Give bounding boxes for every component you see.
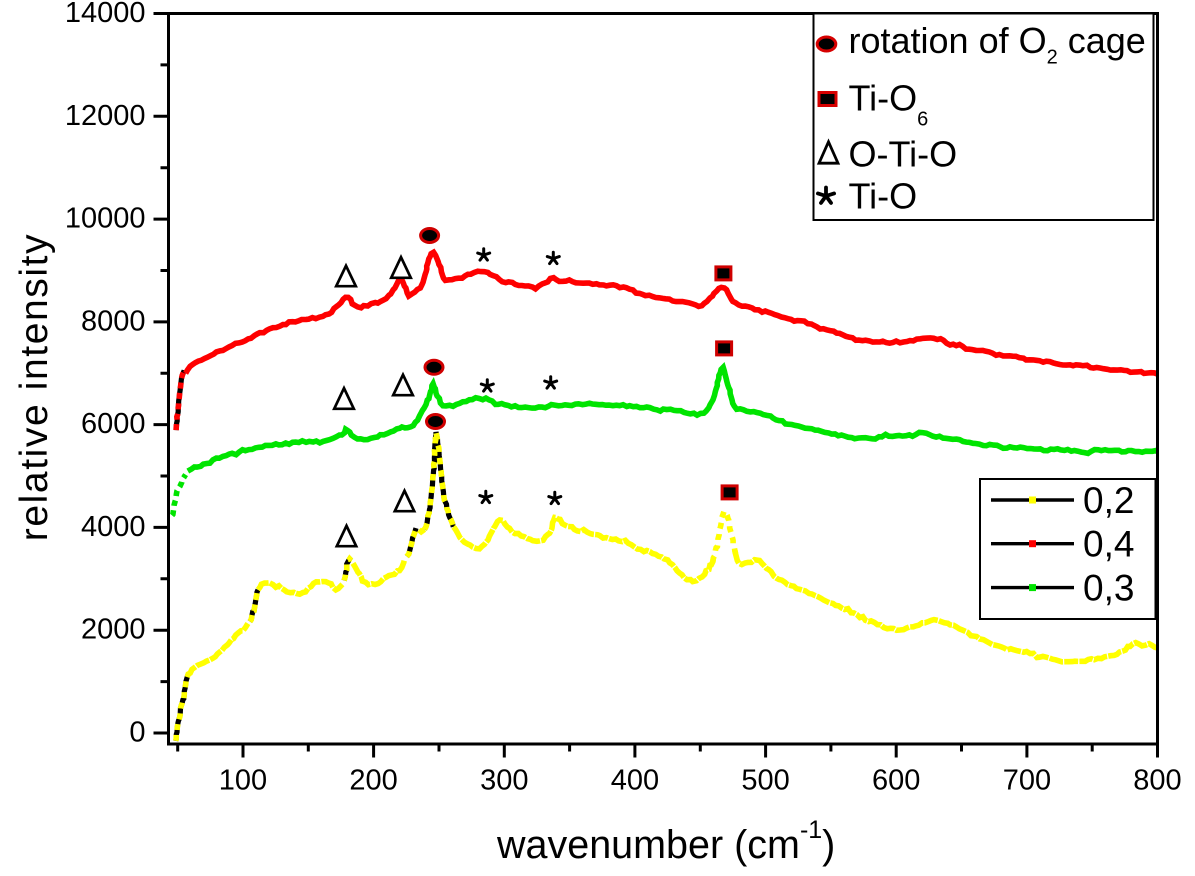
- svg-text:300: 300: [480, 765, 528, 797]
- svg-text:8000: 8000: [81, 305, 146, 337]
- svg-text:rotation of O2 cage: rotation of O2 cage: [849, 20, 1146, 69]
- svg-text:10000: 10000: [65, 203, 146, 235]
- svg-text:100: 100: [219, 765, 267, 797]
- svg-text:O-Ti-O: O-Ti-O: [849, 134, 958, 175]
- svg-text:4000: 4000: [81, 511, 146, 543]
- svg-text:600: 600: [872, 765, 920, 797]
- svg-text:relative intensity: relative intensity: [13, 233, 56, 541]
- svg-text:6000: 6000: [81, 408, 146, 440]
- svg-text:700: 700: [1003, 765, 1051, 797]
- svg-text:0,3: 0,3: [1083, 568, 1134, 609]
- svg-text:14000: 14000: [65, 0, 146, 29]
- svg-text:0,4: 0,4: [1083, 524, 1134, 565]
- svg-text:2000: 2000: [81, 614, 146, 646]
- svg-text:12000: 12000: [65, 100, 146, 132]
- svg-text:Ti-O: Ti-O: [849, 176, 918, 217]
- svg-text:wavenumber (cm-1): wavenumber (cm-1): [496, 816, 835, 867]
- svg-text:400: 400: [611, 765, 659, 797]
- svg-text:800: 800: [1133, 765, 1181, 797]
- svg-text:500: 500: [741, 765, 789, 797]
- svg-text:0,2: 0,2: [1083, 480, 1134, 521]
- svg-text:200: 200: [349, 765, 397, 797]
- svg-text:0: 0: [129, 717, 145, 749]
